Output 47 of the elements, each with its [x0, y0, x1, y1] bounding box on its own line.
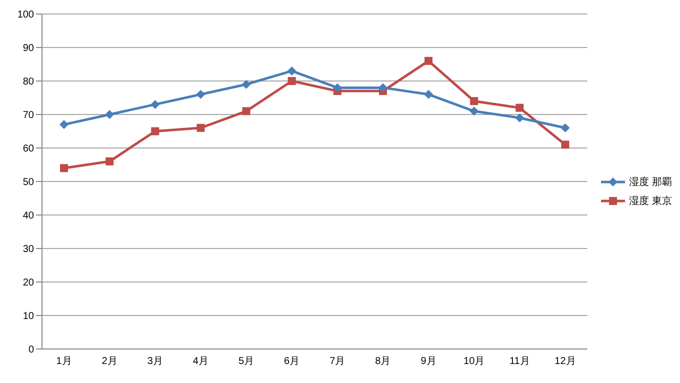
y-tick-label: 70	[22, 110, 34, 122]
x-tick-label: 9月	[420, 356, 436, 368]
y-tick-label: 30	[22, 244, 34, 256]
point	[424, 90, 434, 99]
point	[515, 113, 524, 122]
point	[150, 100, 160, 109]
y-tick-label: 90	[22, 43, 34, 54]
y-tick-label: 80	[22, 76, 34, 88]
x-tick-label: 2月	[102, 356, 118, 368]
x-tick-label: 8月	[375, 356, 391, 368]
point	[60, 120, 68, 130]
x-tick-label: 4月	[192, 356, 208, 368]
point	[106, 157, 114, 166]
point	[424, 56, 433, 65]
y-tick-label: 60	[22, 144, 34, 155]
point	[196, 90, 206, 99]
point	[151, 127, 160, 136]
point	[287, 66, 296, 76]
y-tick-label: 100	[17, 10, 34, 21]
legend-label: 湿度 那覇	[629, 176, 672, 189]
x-tick-label: 6月	[284, 356, 300, 368]
y-tick-label: 20	[22, 278, 34, 289]
point	[288, 77, 296, 85]
point	[378, 83, 388, 92]
point	[105, 110, 114, 119]
point	[470, 106, 479, 116]
point	[196, 124, 205, 132]
point	[332, 83, 342, 92]
y-tick-label: 0	[28, 344, 34, 356]
point	[470, 97, 478, 106]
x-tick-label: 3月	[147, 356, 163, 368]
y-tick-label: 50	[22, 177, 34, 188]
point	[516, 104, 524, 112]
x-tick-label: 5月	[238, 356, 254, 368]
point	[242, 80, 251, 89]
x-tick-label: 10月	[464, 356, 485, 368]
y-tick-label: 40	[22, 210, 34, 222]
x-tick-label: 7月	[330, 356, 346, 368]
legend-label: 湿度 東京	[629, 194, 672, 208]
x-tick-label: 1月	[56, 356, 72, 368]
y-tick-label: 10	[22, 311, 34, 322]
point	[560, 123, 570, 132]
point	[561, 140, 570, 149]
x-tick-label: 12月	[554, 356, 576, 368]
point	[60, 164, 68, 172]
point	[242, 107, 250, 116]
x-tick-label: 11月	[509, 356, 530, 368]
